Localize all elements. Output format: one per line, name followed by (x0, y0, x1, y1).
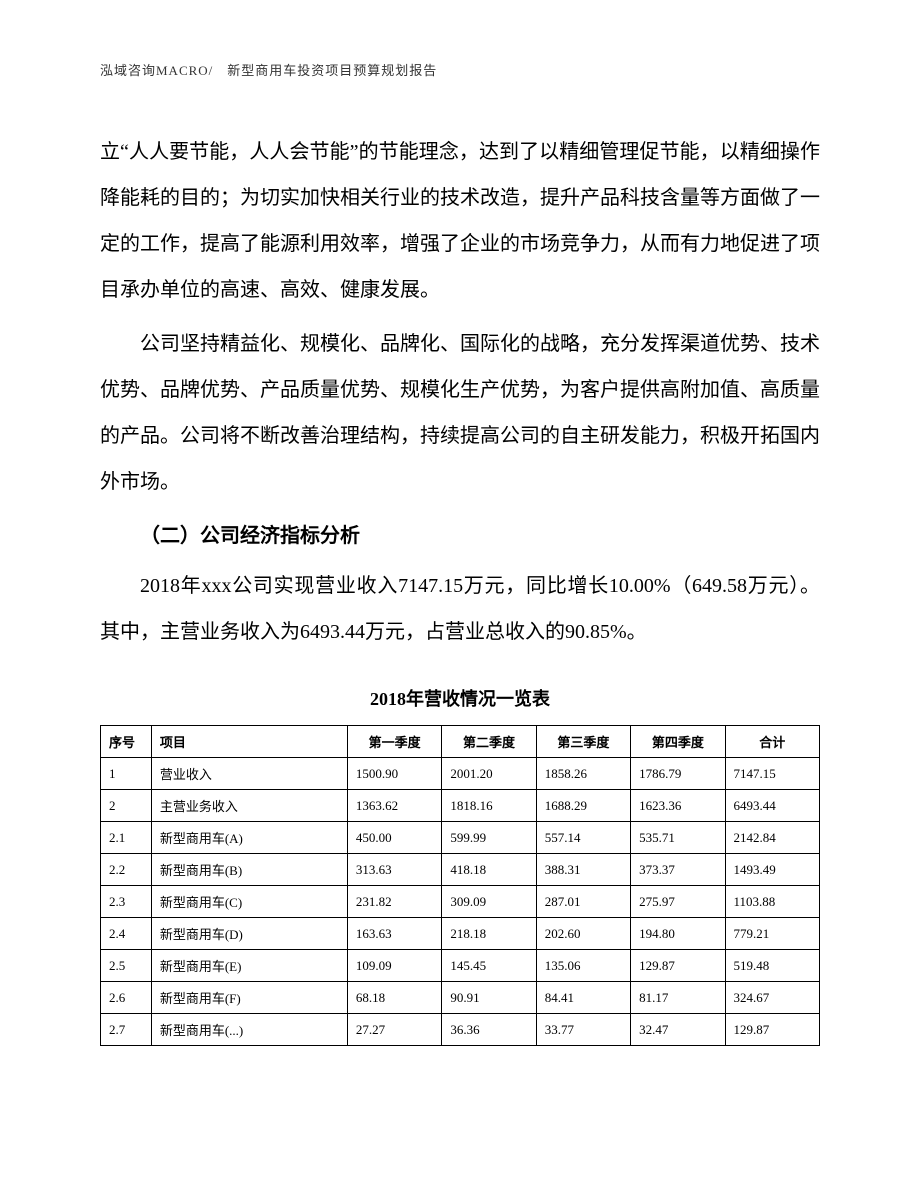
cell-total: 2142.84 (725, 822, 819, 854)
table-header-row: 序号 项目 第一季度 第二季度 第三季度 第四季度 合计 (101, 726, 820, 758)
table-row: 2.2 新型商用车(B) 313.63 418.18 388.31 373.37… (101, 854, 820, 886)
cell-q4: 535.71 (631, 822, 725, 854)
cell-q4: 1786.79 (631, 758, 725, 790)
cell-q3: 287.01 (536, 886, 630, 918)
section-heading: （二）公司经济指标分析 (100, 513, 820, 559)
cell-item: 主营业务收入 (151, 790, 347, 822)
cell-seq: 2 (101, 790, 152, 822)
cell-total: 779.21 (725, 918, 819, 950)
col-header-seq: 序号 (101, 726, 152, 758)
cell-q4: 194.80 (631, 918, 725, 950)
cell-seq: 1 (101, 758, 152, 790)
table-row: 2.3 新型商用车(C) 231.82 309.09 287.01 275.97… (101, 886, 820, 918)
paragraph-2: 公司坚持精益化、规模化、品牌化、国际化的战略，充分发挥渠道优势、技术优势、品牌优… (100, 321, 820, 505)
cell-total: 519.48 (725, 950, 819, 982)
cell-total: 6493.44 (725, 790, 819, 822)
cell-seq: 2.6 (101, 982, 152, 1014)
cell-seq: 2.1 (101, 822, 152, 854)
cell-q1: 109.09 (347, 950, 441, 982)
cell-q3: 202.60 (536, 918, 630, 950)
col-header-q2: 第二季度 (442, 726, 536, 758)
cell-q4: 32.47 (631, 1014, 725, 1046)
cell-q2: 309.09 (442, 886, 536, 918)
cell-q1: 68.18 (347, 982, 441, 1014)
cell-seq: 2.2 (101, 854, 152, 886)
cell-q4: 373.37 (631, 854, 725, 886)
cell-q3: 557.14 (536, 822, 630, 854)
cell-q3: 388.31 (536, 854, 630, 886)
cell-total: 7147.15 (725, 758, 819, 790)
cell-q1: 163.63 (347, 918, 441, 950)
cell-seq: 2.4 (101, 918, 152, 950)
cell-total: 324.67 (725, 982, 819, 1014)
cell-q1: 27.27 (347, 1014, 441, 1046)
cell-q2: 90.91 (442, 982, 536, 1014)
cell-q2: 2001.20 (442, 758, 536, 790)
paragraph-3: 2018年xxx公司实现营业收入7147.15万元，同比增长10.00%（649… (100, 563, 820, 655)
cell-item: 新型商用车(F) (151, 982, 347, 1014)
header-text: 泓域咨询MACRO/ 新型商用车投资项目预算规划报告 (100, 63, 437, 78)
paragraph-1: 立“人人要节能，人人会节能”的节能理念，达到了以精细管理促节能，以精细操作降能耗… (100, 129, 820, 313)
cell-q2: 145.45 (442, 950, 536, 982)
cell-item: 新型商用车(D) (151, 918, 347, 950)
cell-q4: 81.17 (631, 982, 725, 1014)
cell-q4: 275.97 (631, 886, 725, 918)
cell-q1: 450.00 (347, 822, 441, 854)
table-row: 2.4 新型商用车(D) 163.63 218.18 202.60 194.80… (101, 918, 820, 950)
cell-q3: 1688.29 (536, 790, 630, 822)
cell-q1: 1363.62 (347, 790, 441, 822)
cell-q3: 33.77 (536, 1014, 630, 1046)
table-row: 2.1 新型商用车(A) 450.00 599.99 557.14 535.71… (101, 822, 820, 854)
cell-q1: 231.82 (347, 886, 441, 918)
cell-q4: 1623.36 (631, 790, 725, 822)
cell-item: 新型商用车(E) (151, 950, 347, 982)
cell-item: 新型商用车(A) (151, 822, 347, 854)
cell-q2: 1818.16 (442, 790, 536, 822)
col-header-q3: 第三季度 (536, 726, 630, 758)
page-header: 泓域咨询MACRO/ 新型商用车投资项目预算规划报告 (100, 60, 820, 79)
table-row: 2.6 新型商用车(F) 68.18 90.91 84.41 81.17 324… (101, 982, 820, 1014)
cell-q3: 84.41 (536, 982, 630, 1014)
table-row: 2 主营业务收入 1363.62 1818.16 1688.29 1623.36… (101, 790, 820, 822)
cell-total: 129.87 (725, 1014, 819, 1046)
cell-q2: 599.99 (442, 822, 536, 854)
cell-q2: 36.36 (442, 1014, 536, 1046)
cell-item: 营业收入 (151, 758, 347, 790)
table-title: 2018年营收情况一览表 (100, 685, 820, 711)
cell-item: 新型商用车(C) (151, 886, 347, 918)
cell-seq: 2.7 (101, 1014, 152, 1046)
cell-item: 新型商用车(B) (151, 854, 347, 886)
cell-q4: 129.87 (631, 950, 725, 982)
table-row: 2.5 新型商用车(E) 109.09 145.45 135.06 129.87… (101, 950, 820, 982)
cell-total: 1103.88 (725, 886, 819, 918)
col-header-total: 合计 (725, 726, 819, 758)
cell-q2: 418.18 (442, 854, 536, 886)
cell-item: 新型商用车(...) (151, 1014, 347, 1046)
col-header-q4: 第四季度 (631, 726, 725, 758)
cell-q1: 1500.90 (347, 758, 441, 790)
table-body: 1 营业收入 1500.90 2001.20 1858.26 1786.79 7… (101, 758, 820, 1046)
col-header-q1: 第一季度 (347, 726, 441, 758)
table-row: 1 营业收入 1500.90 2001.20 1858.26 1786.79 7… (101, 758, 820, 790)
revenue-table: 序号 项目 第一季度 第二季度 第三季度 第四季度 合计 1 营业收入 1500… (100, 725, 820, 1046)
cell-total: 1493.49 (725, 854, 819, 886)
cell-q1: 313.63 (347, 854, 441, 886)
col-header-item: 项目 (151, 726, 347, 758)
cell-q3: 135.06 (536, 950, 630, 982)
table-row: 2.7 新型商用车(...) 27.27 36.36 33.77 32.47 1… (101, 1014, 820, 1046)
cell-seq: 2.3 (101, 886, 152, 918)
cell-q3: 1858.26 (536, 758, 630, 790)
document-page: 泓域咨询MACRO/ 新型商用车投资项目预算规划报告 立“人人要节能，人人会节能… (0, 0, 920, 1106)
cell-q2: 218.18 (442, 918, 536, 950)
cell-seq: 2.5 (101, 950, 152, 982)
